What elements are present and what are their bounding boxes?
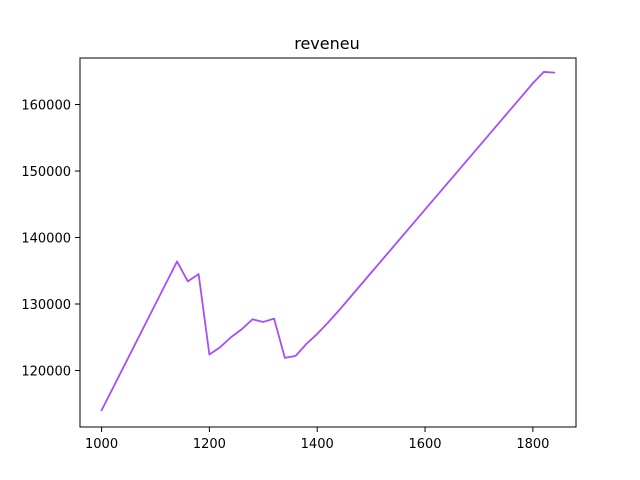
x-tick-label: 1000 — [85, 437, 118, 452]
y-tick-label: 160000 — [21, 99, 71, 114]
plot-frame — [79, 57, 577, 428]
x-tick-label: 1400 — [301, 437, 334, 452]
chart-title: reveneu — [294, 34, 360, 53]
y-tick-label: 120000 — [21, 364, 71, 379]
x-tick-label: 1800 — [516, 437, 549, 452]
axes-layer: 1000 1200 1400 1600 1800 120000 130000 140000 15… — [21, 57, 577, 452]
plot-layer — [100, 71, 556, 412]
y-tick-label: 130000 — [21, 298, 71, 313]
x-tick-label: 1600 — [408, 437, 441, 452]
x-tick-label: 1200 — [193, 437, 226, 452]
y-tick-label: 140000 — [21, 232, 71, 247]
series-line — [100, 71, 556, 412]
y-tick-label: 150000 — [21, 165, 71, 180]
